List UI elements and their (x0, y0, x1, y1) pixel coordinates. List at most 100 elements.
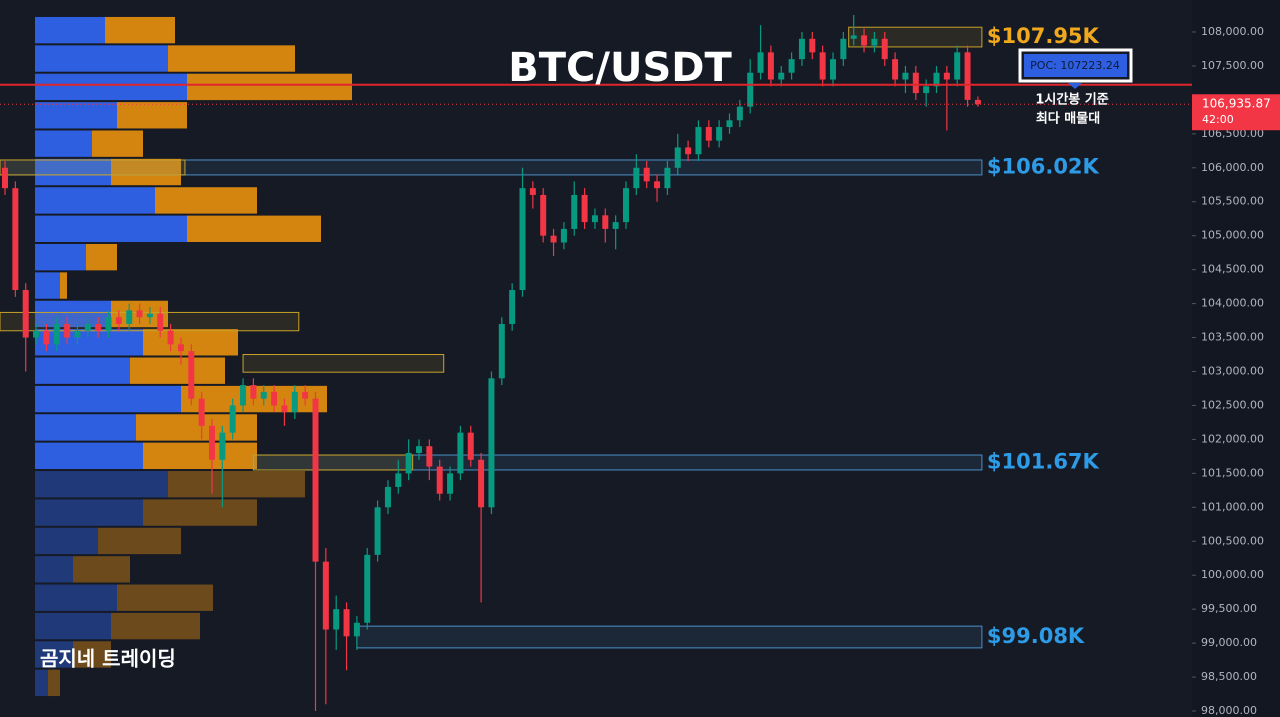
profile-sell-bar (168, 471, 305, 498)
candle-body (550, 235, 557, 243)
candle-body (22, 290, 29, 338)
profile-sell-bar (86, 243, 117, 271)
candle-body (778, 72, 785, 80)
watermark: 곰지네 트레이딩 (40, 647, 176, 671)
profile-buy-bar (35, 442, 143, 470)
candle-body (540, 194, 547, 236)
profile-sell-bar (168, 45, 295, 72)
zone-label: $106.02K (987, 154, 1100, 178)
candle-body (405, 452, 412, 474)
candle-body (126, 310, 133, 324)
candle-body (353, 622, 360, 637)
profile-buy-bar (35, 584, 117, 611)
y-tick-label: 104,000.00 (1201, 297, 1264, 310)
profile-buy-bar (35, 556, 73, 583)
candle-body (2, 167, 8, 189)
y-tick-label: 98,500.00 (1201, 670, 1257, 683)
annotation: 1시간봉 기준 (1035, 92, 1108, 108)
profile-buy-bar (35, 73, 187, 101)
candle-body (819, 52, 826, 80)
candle-body (623, 188, 629, 223)
candle-body (136, 310, 143, 318)
profile-buy-bar (35, 329, 143, 356)
profile-buy-bar (35, 102, 117, 129)
candle-body (384, 486, 391, 508)
candle-body (177, 344, 184, 352)
profile-sell-bar (187, 73, 352, 101)
candle-body (157, 313, 164, 331)
candle-body (705, 127, 712, 141)
profile-buy-bar (35, 385, 181, 413)
poc-box-fill (1024, 54, 1127, 77)
candle-body (467, 432, 474, 460)
candle-body (115, 317, 122, 324)
candle-body (12, 188, 19, 291)
profile-buy-bar (35, 158, 111, 186)
candle-body (674, 147, 681, 168)
profile-sell-bar (48, 669, 60, 697)
last-price-box (1192, 94, 1280, 131)
candle-body (716, 127, 723, 141)
candle-body (840, 38, 847, 60)
profile-buy-bar (35, 243, 86, 271)
y-tick-label: 107,500.00 (1201, 59, 1264, 72)
candle-body (830, 59, 836, 80)
candle-body (767, 52, 774, 80)
profile-buy-bar (35, 527, 98, 555)
profile-sell-bar (130, 357, 225, 384)
candle-body (643, 167, 650, 182)
profile-buy-bar (35, 16, 105, 44)
candle-body (695, 127, 702, 155)
profile-sell-bar (73, 556, 130, 583)
candle-body (892, 59, 899, 80)
candle-body (426, 446, 433, 467)
candle-body (447, 473, 454, 494)
candle-body (591, 215, 598, 223)
candle-body (240, 385, 247, 406)
candle-body (333, 609, 340, 630)
candle-body (146, 313, 153, 318)
candle-body (167, 330, 174, 345)
candle-body (95, 323, 102, 331)
candle-body (943, 72, 950, 80)
candle-body (902, 72, 909, 80)
y-tick-label: 99,500.00 (1201, 602, 1257, 615)
y-tick-label: 103,500.00 (1201, 331, 1264, 344)
profile-buy-bar (35, 215, 187, 242)
y-tick-label: 101,500.00 (1201, 466, 1264, 479)
candle-body (664, 167, 671, 189)
poc-label: POC: 107223.24 (1030, 59, 1120, 72)
profile-sell-bar (98, 527, 181, 555)
profile-sell-bar (136, 414, 257, 441)
candle-body (633, 167, 640, 189)
candle-body (105, 317, 112, 331)
poc-arrow (1068, 83, 1082, 89)
candle-body (571, 194, 578, 229)
candle-body (343, 609, 350, 637)
candle-body (53, 323, 60, 345)
profile-buy-bar (35, 187, 155, 214)
y-tick-label: 100,000.00 (1201, 568, 1264, 581)
candle-body (364, 554, 371, 623)
candle-body (457, 432, 464, 474)
zone-label: $107.95K (987, 24, 1100, 48)
candle-body (281, 405, 288, 413)
candle-body (519, 188, 526, 291)
zone (242, 354, 445, 373)
candle-body (43, 330, 50, 345)
candle-body (912, 72, 919, 94)
profile-sell-bar (143, 329, 238, 356)
y-tick-label: 98,000.00 (1201, 704, 1257, 717)
profile-sell-bar (111, 612, 200, 640)
candle-body (788, 59, 795, 73)
last-price-label: 106,935.87 (1202, 97, 1271, 111)
candle-body (250, 385, 257, 399)
candle-body (509, 290, 516, 324)
candle-body (736, 106, 743, 121)
candle-body (64, 323, 71, 338)
candle-body (302, 391, 309, 399)
candle-body (685, 147, 692, 155)
candle-body (84, 323, 91, 331)
zone (848, 26, 983, 48)
